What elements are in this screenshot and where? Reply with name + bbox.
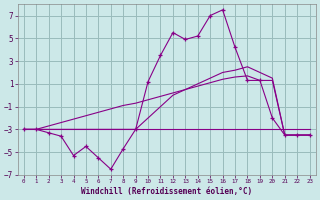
- X-axis label: Windchill (Refroidissement éolien,°C): Windchill (Refroidissement éolien,°C): [81, 187, 252, 196]
